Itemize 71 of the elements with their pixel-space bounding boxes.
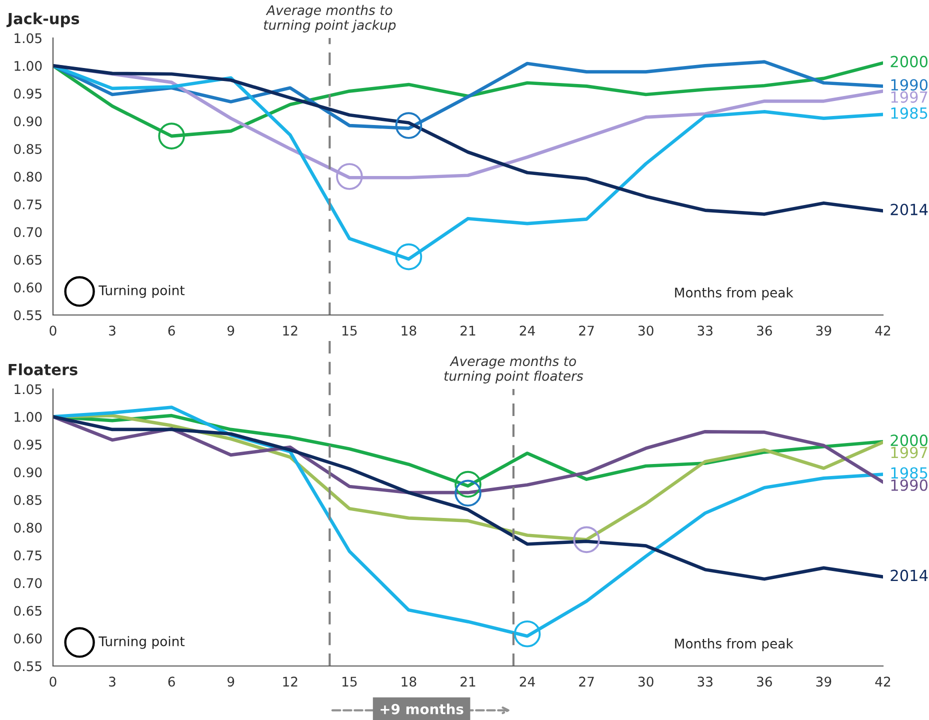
x-tick-label: 3 (109, 326, 116, 336)
annotation: Turning point (98, 285, 185, 298)
x-tick-label: 18 (402, 676, 416, 687)
x-tick-label: 6 (168, 676, 175, 687)
y-tick-label: 0.85 (14, 144, 42, 154)
y-tick-label: 0.95 (14, 88, 42, 99)
series-label: 1985 (891, 107, 928, 119)
x-tick-label: 21 (460, 676, 476, 686)
ref-line-label: Average months to turning point jackup (264, 4, 396, 32)
x-tick-label: 18 (402, 326, 416, 336)
y-tick-label: 0.70 (14, 227, 42, 238)
x-axis-title: Months from peak (675, 638, 794, 652)
y-tick-label: 1.05 (14, 33, 42, 44)
x-tick-label: 24 (520, 676, 535, 686)
y-tick-label: 0.60 (14, 282, 42, 292)
x-tick-label: 30 (638, 676, 654, 687)
series-label: 1997 (891, 446, 928, 458)
y-tick-label: 0.75 (14, 199, 42, 210)
y-tick-label: 0.90 (14, 467, 42, 478)
x-tick-label: 3 (109, 676, 116, 687)
x-tick-label: 39 (816, 326, 832, 336)
x-tick-label: 36 (757, 326, 772, 336)
y-tick-label: 0.65 (14, 606, 42, 616)
y-tick-label: 0.65 (14, 254, 42, 265)
x-tick-label: 15 (342, 676, 357, 687)
ref-line-label: Average months to turning point floaters (444, 356, 584, 384)
x-tick-label: 39 (816, 676, 832, 687)
x-tick-label: 12 (283, 676, 298, 686)
x-tick-label: 42 (875, 676, 890, 686)
x-tick-label: 9 (227, 676, 234, 687)
x-tick-label: 24 (520, 326, 535, 336)
y-tick-label: 0.85 (14, 495, 42, 505)
x-tick-label: 30 (638, 326, 654, 336)
y-tick-label: 0.55 (14, 661, 42, 672)
x-axis-title: Months from peak (675, 287, 794, 300)
series-label: 1990 (891, 479, 928, 491)
chart-title: Floaters (8, 364, 78, 376)
series-label: 1985 (891, 467, 928, 479)
y-tick-label: 0.75 (14, 550, 42, 560)
y-tick-label: 1.00 (14, 60, 42, 71)
series-label: 2000 (890, 434, 928, 446)
x-tick-label: 15 (342, 326, 357, 336)
chart-title: Jack-ups (6, 12, 80, 28)
x-tick-label: 27 (579, 326, 594, 336)
series-label: 2014 (890, 204, 928, 216)
x-tick-label: 0 (50, 326, 56, 336)
x-tick-label: 12 (283, 326, 298, 336)
x-tick-label: 21 (460, 326, 476, 336)
x-tick-label: 0 (50, 676, 56, 687)
x-tick-label: 9 (227, 326, 234, 336)
x-tick-label: 33 (698, 326, 712, 336)
x-tick-label: 6 (168, 326, 175, 336)
x-tick-label: 36 (757, 676, 772, 687)
series-label: 2000 (890, 56, 928, 68)
y-tick-label: 1.05 (14, 384, 42, 394)
y-tick-label: 0.60 (14, 634, 42, 644)
y-tick-label: 0.80 (14, 522, 42, 533)
x-tick-label: 27 (579, 676, 594, 686)
y-tick-label: 1.00 (14, 412, 42, 422)
text: +9 months (380, 704, 464, 714)
annotation: Turning point (98, 636, 185, 649)
x-tick-label: 33 (698, 676, 712, 687)
y-tick-label: 0.80 (14, 172, 42, 182)
series-label: 2014 (890, 570, 928, 582)
series-label: 1997 (891, 91, 928, 103)
y-tick-label: 0.55 (14, 310, 42, 320)
x-tick-label: 42 (875, 326, 890, 336)
y-tick-label: 0.90 (14, 116, 42, 126)
y-tick-label: 0.70 (14, 578, 42, 588)
y-tick-label: 0.95 (14, 440, 42, 450)
series-label: 1990 (891, 79, 928, 91)
